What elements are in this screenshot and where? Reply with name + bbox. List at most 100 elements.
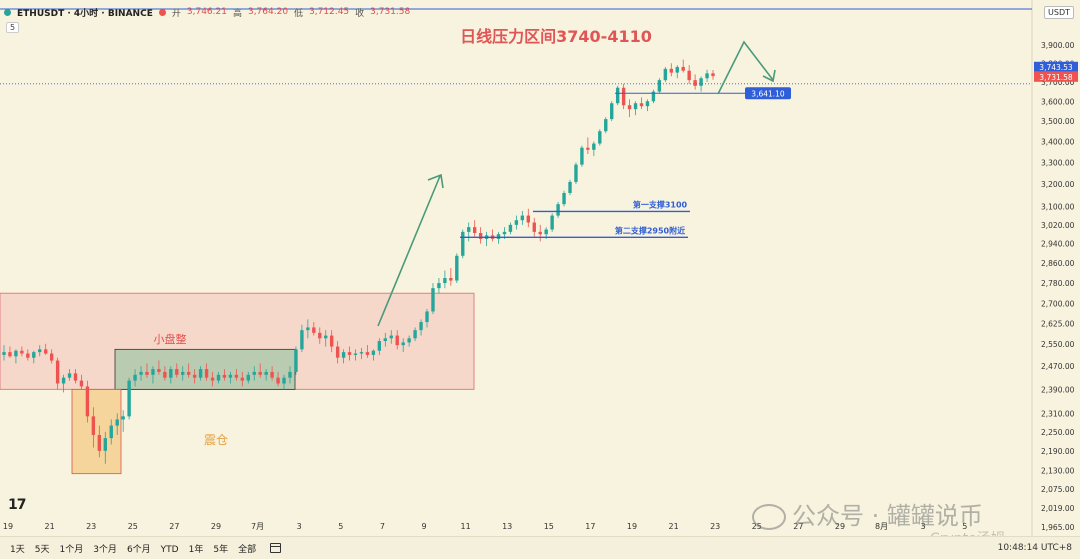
candle-body bbox=[669, 68, 673, 73]
market-status-icon bbox=[158, 8, 166, 16]
candle-body bbox=[97, 434, 102, 451]
candle-body bbox=[472, 227, 477, 234]
range-button-0[interactable]: 1天 bbox=[10, 544, 25, 555]
x-tick-label-3: 25 bbox=[128, 522, 138, 531]
range-button-8[interactable]: 全部 bbox=[238, 544, 257, 555]
candle-body bbox=[455, 255, 459, 281]
x-tick-label-8: 5 bbox=[338, 522, 343, 531]
current-close-tag bbox=[1034, 71, 1078, 82]
candle-body bbox=[461, 231, 465, 256]
range-button-3[interactable]: 3个月 bbox=[93, 544, 117, 555]
candle-body bbox=[79, 380, 84, 387]
currency-unit-button[interactable]: USDT bbox=[1044, 6, 1074, 19]
x-tick-label-6: 7月 bbox=[251, 522, 264, 531]
candle-body bbox=[288, 371, 292, 378]
candle-body bbox=[693, 80, 697, 86]
candle-body bbox=[639, 103, 644, 107]
shakeout-zone bbox=[71, 388, 122, 475]
candle-body bbox=[20, 350, 24, 354]
candle-body bbox=[627, 105, 632, 110]
consolidation-label: 小盘整 bbox=[154, 332, 187, 346]
x-tick-label-12: 13 bbox=[502, 522, 512, 531]
candle-body bbox=[163, 371, 167, 378]
x-tick-label-21: 8月 bbox=[875, 522, 888, 531]
tradingview-logo-icon: 17 bbox=[8, 497, 27, 513]
candle-body bbox=[32, 352, 36, 358]
candle-body bbox=[38, 349, 42, 353]
candle-body bbox=[276, 377, 280, 384]
current-high-text: 3,743.53 bbox=[1039, 63, 1073, 72]
range-button-4[interactable]: 6个月 bbox=[126, 544, 151, 555]
candle-body bbox=[633, 103, 638, 110]
x-tick-label-14: 17 bbox=[585, 522, 595, 531]
candle-body bbox=[312, 327, 316, 333]
candle-body bbox=[449, 278, 453, 281]
current-high-tag bbox=[1034, 61, 1078, 72]
candle-body bbox=[496, 234, 501, 239]
candle-body bbox=[282, 377, 286, 384]
watermark-text: 公众号 · 罐罐说币 bbox=[792, 502, 983, 530]
candle-body bbox=[574, 164, 578, 182]
support2-label: 第二支撑2950附近 bbox=[615, 225, 685, 235]
candle-body bbox=[526, 215, 531, 223]
candle-body bbox=[425, 311, 429, 323]
candle-body bbox=[341, 352, 346, 358]
x-tick-label-16: 21 bbox=[669, 522, 679, 531]
y-tick-label-4: 3,500.00 bbox=[1041, 117, 1075, 126]
candle-body bbox=[621, 87, 626, 106]
candle-body bbox=[26, 353, 30, 358]
low-label: 低 bbox=[294, 8, 304, 19]
indicator-toggle[interactable]: 5 bbox=[6, 22, 20, 33]
candle-body bbox=[145, 371, 149, 375]
wechat-icon bbox=[752, 504, 786, 530]
symbol-label[interactable]: ETHUSDT · 4小时 · BINANCE bbox=[17, 8, 153, 19]
candle-body bbox=[532, 222, 536, 232]
candle-body bbox=[133, 374, 137, 381]
y-tick-label-20: 2,190.00 bbox=[1041, 447, 1075, 456]
range-button-2[interactable]: 1个月 bbox=[59, 544, 84, 555]
y-tick-label-5: 3,400.00 bbox=[1041, 137, 1075, 146]
x-tick-label-19: 27 bbox=[793, 522, 803, 531]
y-tick-label-2: 3,700.00 bbox=[1041, 78, 1075, 87]
candle-body bbox=[550, 215, 554, 230]
range-button-1[interactable]: 5天 bbox=[34, 544, 50, 555]
candle-body bbox=[91, 416, 96, 435]
candle-body bbox=[407, 338, 411, 343]
y-tick-label-8: 3,100.00 bbox=[1041, 202, 1075, 211]
shakeout-label: 震仓 bbox=[204, 433, 228, 447]
candle-body bbox=[14, 350, 18, 357]
candle-body bbox=[186, 371, 191, 375]
candle-body bbox=[8, 352, 12, 357]
candle-body bbox=[329, 335, 334, 347]
candle-body bbox=[61, 377, 66, 384]
calendar-icon[interactable] bbox=[270, 543, 282, 553]
candle-body bbox=[377, 341, 382, 351]
range-button-6[interactable]: 1年 bbox=[188, 544, 204, 555]
chart-header: ETHUSDT · 4小时 · BINANCE 开 3,746.21 高 3,764… bbox=[0, 0, 1030, 24]
x-tick-label-5: 29 bbox=[211, 522, 221, 531]
x-tick-label-10: 9 bbox=[421, 522, 426, 531]
candle-body bbox=[192, 374, 197, 378]
candle-body bbox=[246, 374, 250, 381]
candle-body bbox=[169, 369, 173, 378]
range-buttons: 1天 5天 1个月 3个月 6个月 YTD 1年 5年 全部 bbox=[0, 542, 256, 555]
candle-body bbox=[365, 352, 370, 355]
candle-body bbox=[568, 181, 572, 193]
candle-body bbox=[580, 147, 584, 165]
candle-body bbox=[615, 87, 620, 104]
range-button-7[interactable]: 5年 bbox=[213, 544, 229, 555]
candle-body bbox=[67, 373, 72, 378]
close-label: 收 bbox=[355, 8, 365, 19]
y-tick-label-18: 2,310.00 bbox=[1041, 409, 1075, 418]
open-label: 开 bbox=[171, 8, 181, 19]
range-button-5[interactable]: YTD bbox=[160, 544, 179, 555]
x-tick-label-11: 11 bbox=[461, 522, 471, 531]
candle-body bbox=[324, 335, 328, 339]
candle-body bbox=[657, 80, 662, 92]
projection-arrow-head-icon bbox=[762, 69, 776, 83]
x-tick-label-4: 27 bbox=[169, 522, 179, 531]
y-tick-label-11: 2,860.00 bbox=[1041, 259, 1075, 268]
candle-body bbox=[264, 371, 268, 375]
candle-body bbox=[705, 73, 709, 79]
